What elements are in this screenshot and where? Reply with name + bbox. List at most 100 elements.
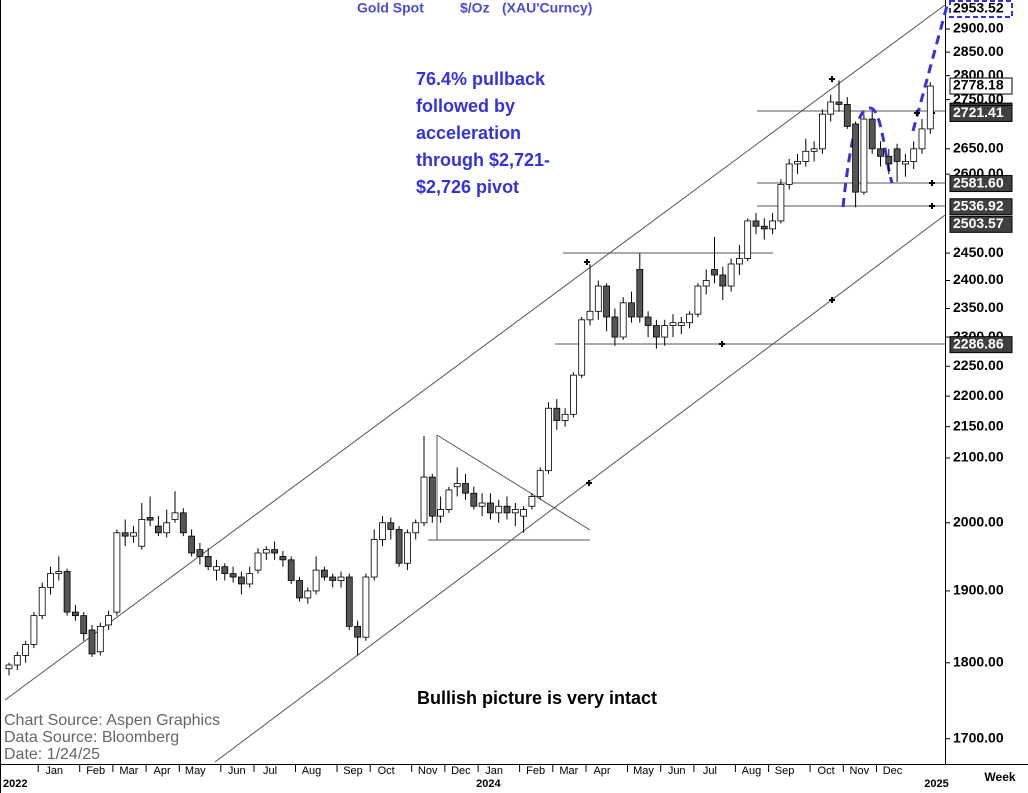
x-tick-label: Aug <box>302 765 322 777</box>
price-label: 2503.57 <box>953 215 1004 231</box>
candle-body <box>146 517 154 521</box>
candle-body <box>22 644 30 656</box>
candle-body <box>362 576 370 638</box>
candle-body <box>570 374 577 415</box>
y-tick-label: 2100.00 <box>953 449 1004 465</box>
candle-body <box>462 483 469 494</box>
price-label: 2536.92 <box>953 197 1004 213</box>
candle-body <box>594 285 602 312</box>
title: Gold Spot <box>357 0 424 16</box>
candle-body <box>852 123 859 193</box>
candle-body <box>578 319 586 376</box>
candle-body <box>130 532 137 537</box>
candle-body <box>486 502 494 514</box>
lower-channel <box>214 214 946 763</box>
y-tick-label: 2200.00 <box>953 387 1004 403</box>
upper-channel <box>4 4 946 701</box>
candle-body <box>72 611 79 617</box>
candle-body <box>63 571 71 613</box>
x-tick-label: Jun <box>668 765 686 777</box>
candle-body <box>719 274 727 287</box>
x-tick-label: Jan <box>485 765 503 777</box>
x-tick-label: Mar <box>559 765 578 777</box>
annotation-line: 76.4% pullback <box>416 69 546 89</box>
candle-body <box>885 155 893 165</box>
annotation-line: acceleration <box>416 123 521 143</box>
price-label-box <box>949 336 1013 354</box>
candle-body <box>785 163 793 185</box>
x-tick-label: Jul <box>263 765 277 777</box>
candle-body <box>121 532 129 537</box>
y-tick-label: 1900.00 <box>953 582 1004 598</box>
candle-body <box>428 476 436 517</box>
price-label: 2721.41 <box>953 104 1004 120</box>
x-tick-label: Dec <box>451 765 471 777</box>
y-tick-label: 1800.00 <box>953 653 1004 669</box>
candle-body <box>412 522 420 534</box>
source-line: Data Source: Bloomberg <box>4 729 179 746</box>
candle-body <box>13 655 21 666</box>
candle-body <box>262 549 270 554</box>
candle-body <box>835 101 843 105</box>
x-tick-label: Sep <box>343 765 363 777</box>
candle-body <box>769 220 776 230</box>
x-tick-label: Apr <box>154 765 171 777</box>
y-tick-label: 2150.00 <box>953 417 1004 433</box>
price-label-box <box>949 175 1013 193</box>
candle-body <box>843 104 851 127</box>
candle-body <box>188 535 196 554</box>
annotation-line: followed by <box>416 96 515 116</box>
candle-body <box>196 549 204 557</box>
candle-body <box>677 322 685 326</box>
price-label: 2778.18 <box>953 77 1004 93</box>
candle-body <box>445 489 453 510</box>
candle-body <box>179 512 187 534</box>
y-tick-label: 2350.00 <box>953 299 1004 315</box>
year-label: 2025 <box>924 778 948 790</box>
candle-body <box>553 407 561 421</box>
candle-body <box>586 310 594 321</box>
candle-body <box>395 529 403 564</box>
x-tick-label: Jul <box>703 765 717 777</box>
candle-body <box>320 569 328 578</box>
price-label-box <box>949 215 1013 233</box>
candle-body <box>453 483 461 488</box>
candle-body <box>113 532 121 613</box>
candle-body <box>744 220 752 259</box>
price-label-box <box>949 104 1013 122</box>
y-tick-label: 2900.00 <box>953 20 1004 36</box>
projection <box>911 1 950 132</box>
candle-body <box>653 325 660 338</box>
candle-body <box>628 302 635 318</box>
candle-body <box>910 148 918 162</box>
candle-body <box>545 407 552 472</box>
candle-body <box>711 269 718 276</box>
candle-body <box>661 325 669 338</box>
candle-body <box>304 590 312 599</box>
x-tick-label: May <box>633 765 654 777</box>
title-ticker: (XAU'Curncy) <box>502 0 592 16</box>
candle-body <box>229 573 237 578</box>
candle-body <box>619 302 627 338</box>
candle-body <box>520 509 527 517</box>
candle-body <box>38 587 46 617</box>
candle-body <box>279 556 287 561</box>
year-label: 2024 <box>476 778 501 790</box>
candle-body <box>420 476 428 524</box>
candle-body <box>105 615 112 626</box>
price-label-box <box>949 198 1013 216</box>
candle-body <box>868 118 876 150</box>
candle-body <box>902 161 909 165</box>
x-tick-label: May <box>185 765 206 777</box>
price-label: 2581.60 <box>953 174 1004 190</box>
candle-body <box>893 148 901 162</box>
x-tick-label: Oct <box>818 765 835 777</box>
y-tick-label: 2450.00 <box>953 244 1004 260</box>
candle-body <box>819 113 826 150</box>
annotation: 76.4% pullback followed by acceleration thr… <box>416 69 550 197</box>
candle-body <box>752 220 760 227</box>
candle-body <box>213 566 220 571</box>
x-tick-label: Feb <box>526 765 545 777</box>
